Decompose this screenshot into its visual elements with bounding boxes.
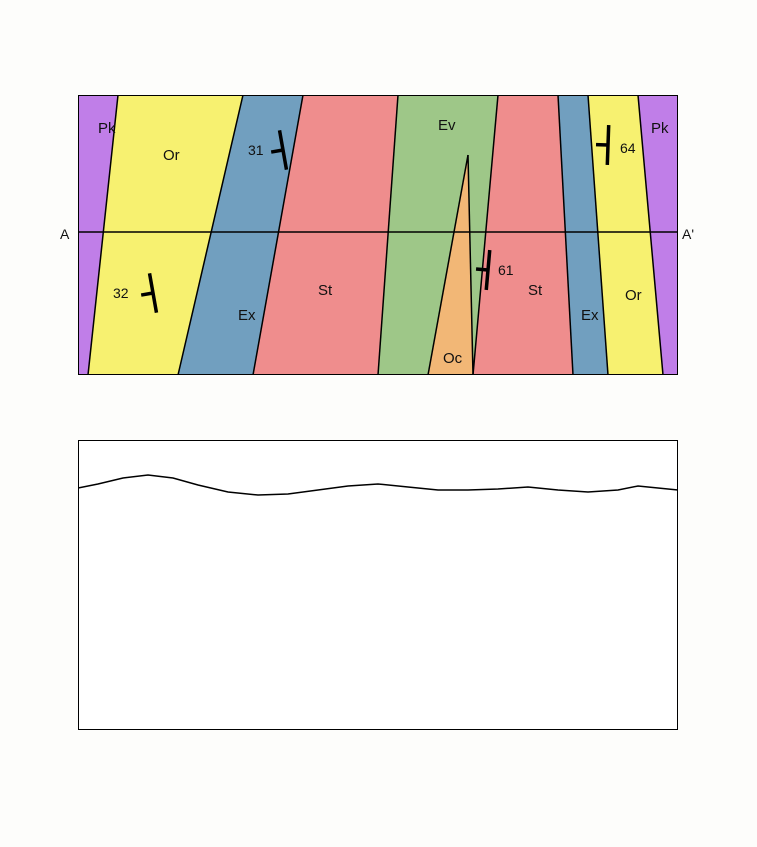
dip-value: 64 xyxy=(620,140,636,156)
unit-label-Ex: Ex xyxy=(581,307,599,324)
cross-section xyxy=(78,440,678,730)
dip-value: 61 xyxy=(498,262,514,278)
unit-label-Pk: Pk xyxy=(98,120,116,137)
unit-label-Oc: Oc xyxy=(443,350,463,367)
unit-label-Ex: Ex xyxy=(238,307,256,324)
unit-label-St: St xyxy=(318,282,333,299)
unit-label-Or: Or xyxy=(163,147,180,164)
geologic-map: 31 32 61 64 Pk Or Ex St Ev Oc St Ex Or Pk xyxy=(78,95,678,375)
dip-value: 32 xyxy=(113,285,129,301)
dip-value: 31 xyxy=(248,142,264,158)
page: A A' 31 32 61 64 Pk Or Ex St Ev Oc St Ex Or Pk xyxy=(0,0,757,847)
axis-label-right: A' xyxy=(682,226,694,242)
unit-label-St: St xyxy=(528,282,543,299)
unit-label-Pk: Pk xyxy=(651,120,669,137)
unit-label-Ev: Ev xyxy=(438,117,456,134)
axis-label-left: A xyxy=(60,226,69,242)
unit-label-Or: Or xyxy=(625,287,642,304)
